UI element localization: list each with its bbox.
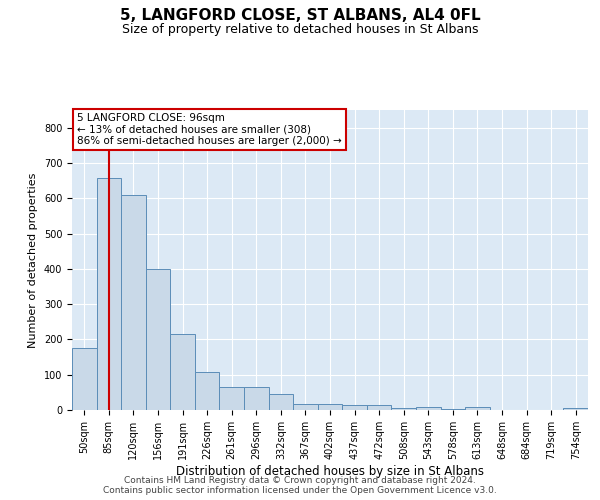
Bar [72, 348, 97, 410]
Text: Size of property relative to detached houses in St Albans: Size of property relative to detached ho… [122, 22, 478, 36]
Bar [244, 388, 269, 410]
Bar [293, 404, 318, 410]
Bar [146, 269, 170, 410]
X-axis label: Distribution of detached houses by size in St Albans: Distribution of detached houses by size … [176, 464, 484, 477]
Bar [416, 407, 440, 410]
Bar [563, 408, 588, 410]
Bar [465, 407, 490, 410]
Text: 5 LANGFORD CLOSE: 96sqm
← 13% of detached houses are smaller (308)
86% of semi-d: 5 LANGFORD CLOSE: 96sqm ← 13% of detache… [77, 113, 342, 146]
Bar [342, 404, 367, 410]
Bar [97, 178, 121, 410]
Bar [269, 394, 293, 410]
Bar [220, 388, 244, 410]
Bar [121, 196, 146, 410]
Text: Contains HM Land Registry data © Crown copyright and database right 2024.
Contai: Contains HM Land Registry data © Crown c… [103, 476, 497, 495]
Bar [391, 408, 416, 410]
Y-axis label: Number of detached properties: Number of detached properties [28, 172, 38, 348]
Bar [195, 372, 220, 410]
Bar [367, 406, 391, 410]
Bar [318, 404, 342, 410]
Text: 5, LANGFORD CLOSE, ST ALBANS, AL4 0FL: 5, LANGFORD CLOSE, ST ALBANS, AL4 0FL [119, 8, 481, 22]
Bar [170, 334, 195, 410]
